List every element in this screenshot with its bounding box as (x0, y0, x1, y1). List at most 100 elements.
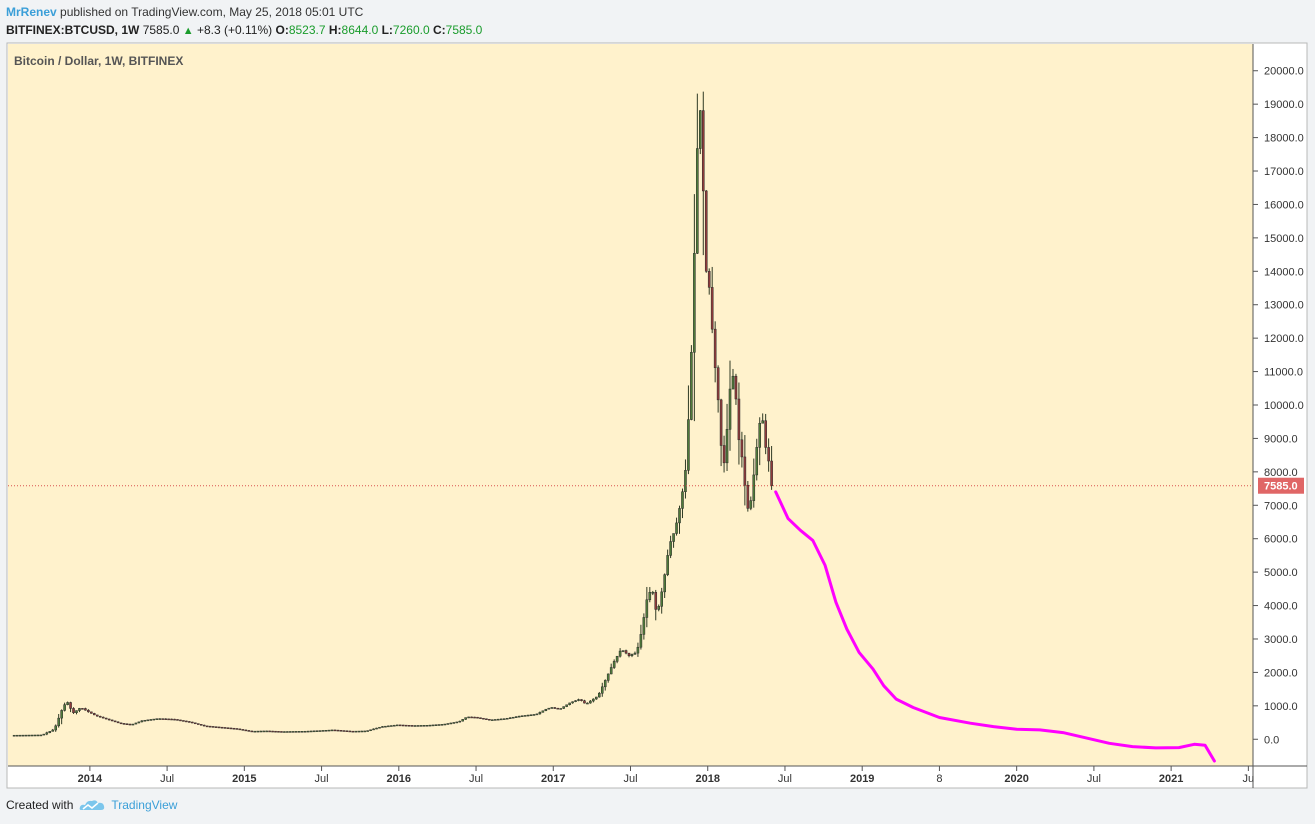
candle (488, 719, 491, 721)
candle (90, 711, 93, 714)
candle (274, 730, 277, 733)
candle (734, 375, 738, 400)
candle (491, 719, 494, 721)
y-tick-label: 17000.0 (1264, 166, 1304, 178)
candle (511, 716, 515, 719)
candle (12, 734, 16, 737)
candle (633, 652, 637, 655)
candle (669, 541, 672, 556)
candle (401, 724, 405, 727)
candle (690, 352, 693, 420)
created-with-label: Created with (6, 798, 74, 812)
candle (663, 574, 666, 593)
candle (615, 655, 619, 662)
y-tick-label: 16000.0 (1264, 199, 1304, 211)
candle (657, 606, 661, 610)
tradingview-brand[interactable]: TradingView (79, 798, 177, 812)
author-link[interactable]: MrRenev (6, 5, 57, 19)
candle (324, 729, 328, 732)
footer: Created with TradingView (6, 798, 177, 812)
low-label: L: (381, 23, 393, 37)
candle (18, 734, 22, 737)
tradingview-link[interactable]: TradingView (111, 798, 178, 812)
candle (369, 729, 372, 731)
last-price-tag-label: 7585.0 (1264, 481, 1298, 493)
candle (238, 728, 242, 731)
x-tick-label: 2019 (850, 773, 874, 785)
candle (247, 730, 251, 732)
candle (167, 718, 170, 721)
candle (449, 722, 453, 725)
candle (241, 729, 245, 731)
candle (229, 727, 233, 730)
candle (467, 716, 470, 719)
candle (312, 730, 316, 733)
publish-header: MrRenev published on TradingView.com, Ma… (6, 4, 363, 21)
high-value: 8644.0 (341, 23, 379, 37)
candle (15, 734, 19, 737)
y-tick-label: 8000.0 (1264, 467, 1298, 479)
candle (494, 719, 497, 721)
last-price: 7585.0 (142, 23, 180, 37)
last-price-tag (1258, 477, 1304, 494)
y-tick-label: 0.0 (1264, 734, 1279, 746)
candle (72, 708, 75, 713)
candle (107, 718, 111, 721)
candle (280, 731, 283, 733)
triangle-up-icon: ▲ (182, 25, 194, 37)
x-tick-label: 2016 (387, 773, 411, 785)
candle (520, 715, 524, 717)
y-tick-label: 14000.0 (1264, 266, 1304, 278)
candle (701, 110, 705, 192)
candle (678, 508, 681, 524)
candle (600, 686, 604, 694)
candle (758, 423, 762, 448)
candle (81, 708, 84, 710)
candle (348, 730, 352, 733)
candle (731, 375, 735, 390)
x-tick-label: Jul (160, 773, 174, 785)
candle (452, 722, 456, 724)
candle (672, 533, 675, 542)
candle (42, 733, 46, 736)
candle (211, 726, 215, 728)
candle (497, 718, 500, 721)
chart-title: Bitcoin / Dollar, 1W, BITFINEX (14, 54, 183, 68)
candle (627, 652, 631, 656)
candle (485, 718, 488, 720)
candle (603, 680, 607, 688)
plot-area[interactable] (8, 44, 1253, 766)
candle (529, 714, 533, 717)
candle (393, 724, 396, 727)
candle (309, 730, 313, 733)
candle (137, 721, 141, 724)
candle (461, 719, 464, 722)
x-tick-label: 2017 (541, 773, 565, 785)
y-tick-label: 3000.0 (1264, 634, 1298, 646)
y-tick-label: 4000.0 (1264, 601, 1298, 613)
candle (684, 470, 687, 492)
candle (48, 731, 52, 733)
candle (342, 730, 346, 732)
candle (69, 702, 72, 709)
candle (550, 707, 554, 709)
candle (375, 727, 378, 730)
candle (289, 731, 292, 733)
candle (502, 718, 506, 720)
candle (277, 731, 280, 733)
x-tick-label: 2018 (695, 773, 719, 785)
candle (354, 730, 358, 733)
candle (464, 717, 467, 720)
candle (538, 712, 542, 715)
candle (384, 725, 387, 728)
candle (532, 714, 536, 716)
candle (152, 718, 156, 721)
candle (425, 724, 429, 727)
candle (372, 728, 375, 731)
candle (250, 730, 254, 733)
candle (188, 721, 191, 723)
candle (336, 729, 340, 732)
x-tick-label: 8 (936, 773, 942, 785)
candle (84, 708, 87, 711)
